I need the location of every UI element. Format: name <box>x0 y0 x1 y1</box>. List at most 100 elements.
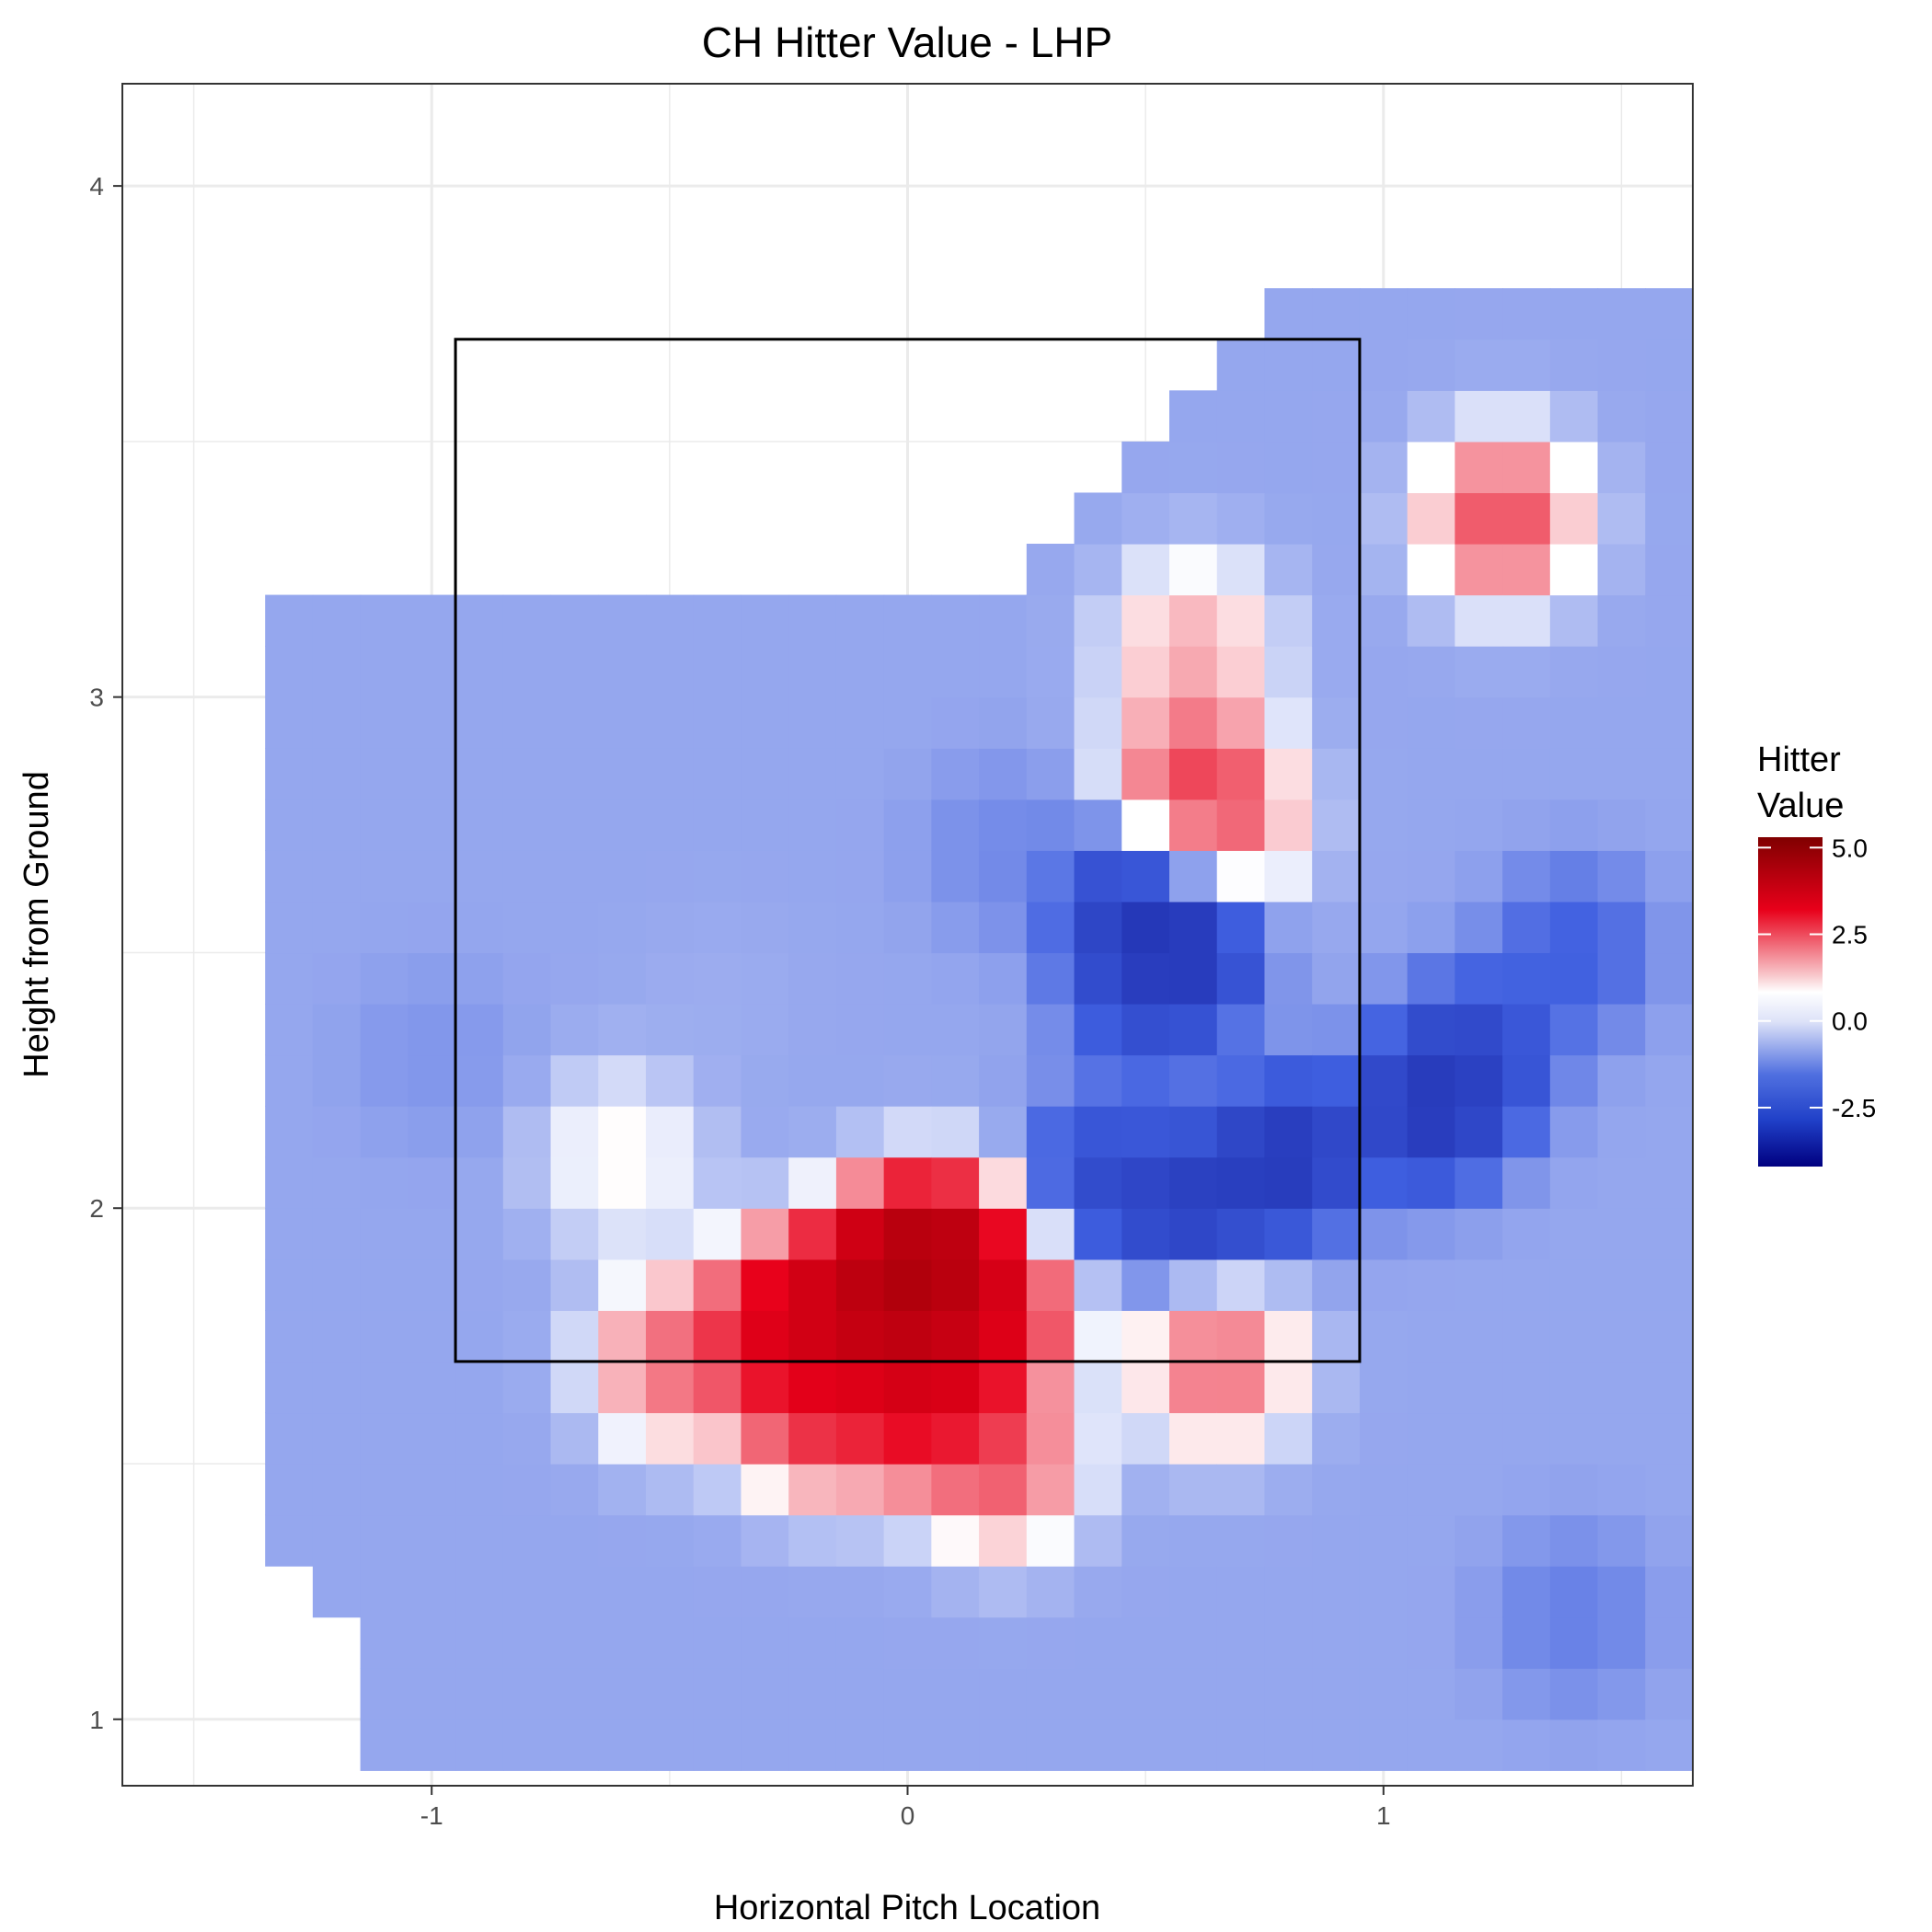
heatmap-tile <box>360 748 408 800</box>
heatmap-tile <box>646 1156 695 1209</box>
heatmap-tile <box>1597 1566 1646 1618</box>
heatmap-tile <box>931 1566 980 1618</box>
heatmap-tile <box>408 646 456 698</box>
heatmap-tile <box>788 1668 837 1720</box>
heatmap-tile <box>693 1566 742 1618</box>
heatmap-tile <box>1169 1208 1218 1260</box>
heatmap-tile <box>1169 1668 1218 1720</box>
heatmap-tile <box>835 901 885 954</box>
heatmap-tile <box>835 1464 885 1516</box>
heatmap-tile <box>1359 1566 1409 1618</box>
heatmap-tile <box>1502 646 1551 698</box>
heatmap-tile <box>1312 1616 1361 1669</box>
heatmap-tile <box>1645 544 1693 596</box>
heatmap-tile <box>741 952 789 1005</box>
heatmap-tile <box>1407 1616 1455 1669</box>
heatmap-tile <box>598 1566 647 1618</box>
heatmap-tile <box>883 1310 932 1363</box>
heatmap-tile <box>265 901 314 954</box>
heatmap-tile <box>835 1156 885 1209</box>
heatmap-tile <box>931 901 980 954</box>
heatmap-tile <box>1216 1566 1266 1618</box>
heatmap-tile <box>1407 1361 1455 1414</box>
heatmap-tile <box>979 1412 1028 1465</box>
heatmap-tile <box>360 1106 408 1158</box>
heatmap-tile <box>979 594 1028 647</box>
heatmap-tile <box>550 1412 599 1465</box>
heatmap-tile <box>1549 850 1599 903</box>
heatmap-tile <box>1121 1004 1170 1056</box>
heatmap-tile <box>1407 901 1455 954</box>
heatmap-tile <box>455 1310 504 1363</box>
heatmap-tile <box>1216 1616 1266 1669</box>
heatmap-tile <box>1169 952 1218 1005</box>
heatmap-tile <box>598 1668 647 1720</box>
heatmap-tile <box>1502 390 1551 443</box>
heatmap-tile <box>1312 1668 1361 1720</box>
heatmap-tile <box>1407 1566 1455 1618</box>
heatmap-tile <box>883 1208 932 1260</box>
heatmap-tile <box>1312 1054 1361 1107</box>
heatmap-tile <box>693 1156 742 1209</box>
heatmap-tile <box>1121 1208 1170 1260</box>
heatmap-tile <box>1074 646 1122 698</box>
heatmap-tile <box>408 901 456 954</box>
heatmap-tile <box>550 1054 599 1107</box>
heatmap-tile <box>835 1514 885 1567</box>
heatmap-tile <box>693 1361 742 1414</box>
heatmap-tile <box>1645 1668 1693 1720</box>
heatmap-tile <box>1312 594 1361 647</box>
heatmap-tile <box>883 1464 932 1516</box>
heatmap-tile <box>741 799 789 851</box>
heatmap-tile <box>1264 1208 1313 1260</box>
heatmap-tile <box>265 1259 314 1311</box>
heatmap-tile <box>455 696 504 749</box>
heatmap-tile <box>646 850 695 903</box>
heatmap-tile <box>646 646 695 698</box>
heatmap-tile <box>788 1361 837 1414</box>
heatmap-tile <box>788 1259 837 1311</box>
heatmap-tiles <box>265 288 1693 1771</box>
heatmap-tile <box>979 748 1028 800</box>
heatmap-tile <box>598 646 647 698</box>
heatmap-tile <box>1407 850 1455 903</box>
legend: Hitter Value 5.0 2.5 0.0 -2.5 <box>1757 741 1876 1167</box>
heatmap-tile <box>931 1156 980 1209</box>
heatmap-tile <box>1169 441 1218 494</box>
heatmap-tile <box>1549 799 1599 851</box>
heatmap-tile <box>979 850 1028 903</box>
heatmap-tile <box>979 952 1028 1005</box>
heatmap-tile <box>1359 339 1409 391</box>
heatmap-tile <box>1264 544 1313 596</box>
heatmap-tile <box>979 1208 1028 1260</box>
heatmap-tile <box>883 1259 932 1311</box>
heatmap-tile <box>1074 1566 1122 1618</box>
heatmap-tile <box>1502 1106 1551 1158</box>
heatmap-tile <box>1216 748 1266 800</box>
heatmap-tile <box>1216 1106 1266 1158</box>
heatmap-tile <box>1359 799 1409 851</box>
heatmap-tile <box>408 1208 456 1260</box>
heatmap-tile <box>1121 901 1170 954</box>
heatmap-tile <box>1597 901 1646 954</box>
heatmap-tile <box>1549 1106 1599 1158</box>
heatmap-tile <box>1121 1464 1170 1516</box>
heatmap-tile <box>1549 901 1599 954</box>
heatmap-tile <box>360 1310 408 1363</box>
heatmap-tile <box>598 1259 647 1311</box>
heatmap-tile <box>835 594 885 647</box>
heatmap-tile <box>502 1566 552 1618</box>
heatmap-tile <box>1121 1616 1170 1669</box>
heatmap-tile <box>1455 492 1503 545</box>
heatmap-tile <box>693 594 742 647</box>
heatmap-tile <box>1645 1566 1693 1618</box>
heatmap-tile <box>312 1361 362 1414</box>
heatmap-tile <box>1502 901 1551 954</box>
x-tick-label: 0 <box>901 1801 915 1830</box>
heatmap-tile <box>408 1514 456 1567</box>
heatmap-tile <box>979 1156 1028 1209</box>
heatmap-tile <box>312 799 362 851</box>
heatmap-tile <box>408 696 456 749</box>
heatmap-tile <box>1264 390 1313 443</box>
